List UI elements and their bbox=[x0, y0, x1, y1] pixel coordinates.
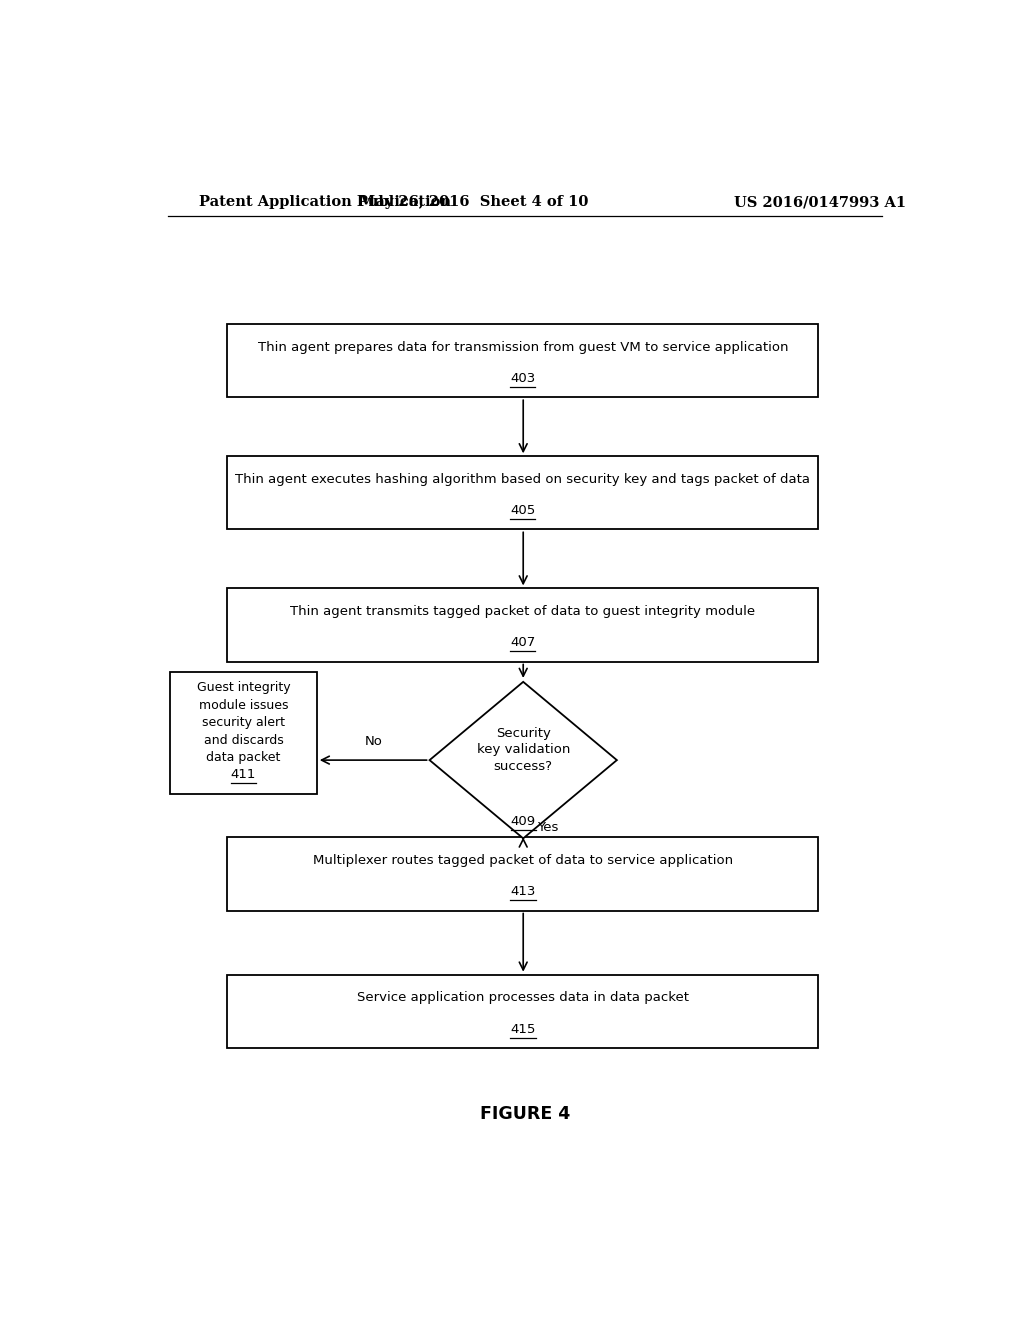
Text: 403: 403 bbox=[510, 372, 536, 385]
Text: 405: 405 bbox=[510, 504, 536, 517]
FancyBboxPatch shape bbox=[227, 837, 818, 911]
Text: Thin agent executes hashing algorithm based on security key and tags packet of d: Thin agent executes hashing algorithm ba… bbox=[236, 473, 810, 486]
Text: key validation: key validation bbox=[476, 743, 570, 756]
Polygon shape bbox=[430, 682, 616, 838]
Text: Yes: Yes bbox=[538, 821, 559, 834]
FancyBboxPatch shape bbox=[227, 589, 818, 661]
Text: May 26, 2016  Sheet 4 of 10: May 26, 2016 Sheet 4 of 10 bbox=[358, 195, 588, 209]
Text: Guest integrity
module issues
security alert
and discards
data packet: Guest integrity module issues security a… bbox=[197, 681, 290, 764]
Text: 409: 409 bbox=[511, 816, 536, 828]
Text: 411: 411 bbox=[230, 768, 256, 781]
Text: Multiplexer routes tagged packet of data to service application: Multiplexer routes tagged packet of data… bbox=[312, 854, 733, 867]
Text: Service application processes data in data packet: Service application processes data in da… bbox=[356, 991, 689, 1005]
FancyBboxPatch shape bbox=[170, 672, 316, 793]
Text: 415: 415 bbox=[510, 1023, 536, 1036]
Text: No: No bbox=[365, 735, 382, 748]
Text: 413: 413 bbox=[510, 886, 536, 899]
Text: Patent Application Publication: Patent Application Publication bbox=[200, 195, 452, 209]
Text: 407: 407 bbox=[510, 636, 536, 649]
Text: Thin agent prepares data for transmission from guest VM to service application: Thin agent prepares data for transmissio… bbox=[258, 341, 788, 354]
FancyBboxPatch shape bbox=[227, 325, 818, 397]
Text: Security: Security bbox=[496, 727, 551, 739]
FancyBboxPatch shape bbox=[227, 974, 818, 1048]
Text: US 2016/0147993 A1: US 2016/0147993 A1 bbox=[734, 195, 906, 209]
Text: success?: success? bbox=[494, 760, 553, 774]
FancyBboxPatch shape bbox=[227, 457, 818, 529]
Text: FIGURE 4: FIGURE 4 bbox=[479, 1105, 570, 1123]
Text: Thin agent transmits tagged packet of data to guest integrity module: Thin agent transmits tagged packet of da… bbox=[290, 605, 756, 618]
